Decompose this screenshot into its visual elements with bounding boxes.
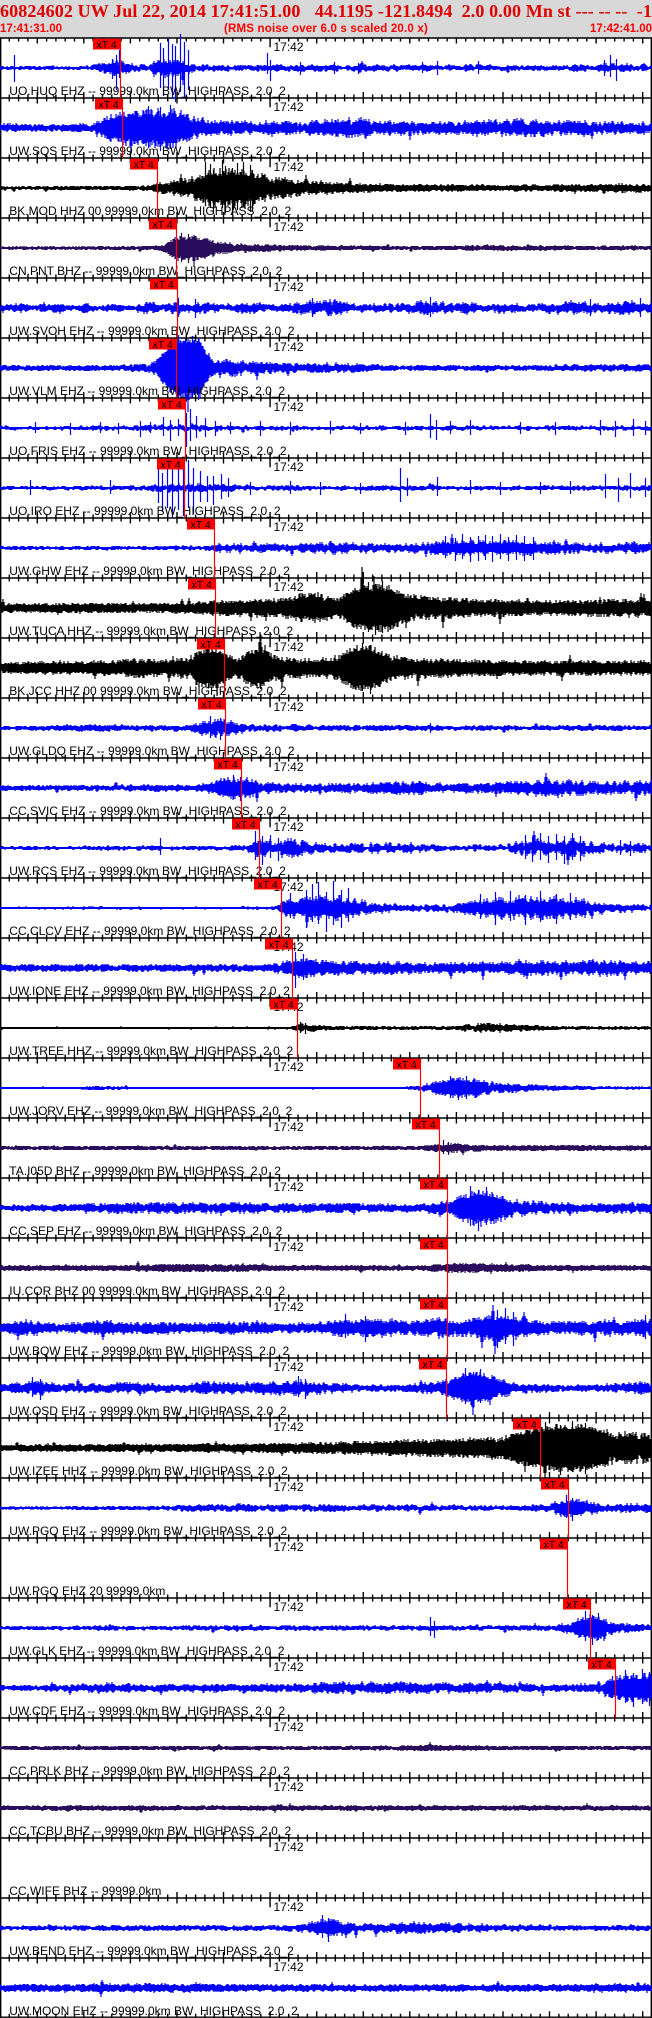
svg-text:UW.JORV EHZ -- 99999.0km BW_HI: UW.JORV EHZ -- 99999.0km BW_HIGHPASS_2.0… xyxy=(9,1104,292,1118)
svg-text:17:42: 17:42 xyxy=(274,1660,304,1674)
svg-text:17:42: 17:42 xyxy=(274,100,304,114)
svg-text:17:42: 17:42 xyxy=(274,400,304,414)
svg-text:17:42: 17:42 xyxy=(274,520,304,534)
svg-text:xT 4: xT 4 xyxy=(424,1299,444,1311)
svg-text:17:42: 17:42 xyxy=(274,1960,304,1974)
svg-text:UW.CDF EHZ -- 99999.0km BW_HIG: UW.CDF EHZ -- 99999.0km BW_HIGHPASS_2.0_… xyxy=(9,1704,285,1718)
svg-text:UW.IZEE HHZ -- 99999.0km BW_HI: UW.IZEE HHZ -- 99999.0km BW_HIGHPASS_2.0… xyxy=(9,1464,288,1478)
svg-text:17:42: 17:42 xyxy=(274,1480,304,1494)
svg-text:xT 4: xT 4 xyxy=(592,1659,612,1671)
svg-text:17:42: 17:42 xyxy=(274,1300,304,1314)
svg-text:TA.I05D BHZ -- 99999.0km BW_HI: TA.I05D BHZ -- 99999.0km BW_HIGHPASS_2.0… xyxy=(9,1164,281,1178)
svg-text:UW.TUCA HHZ -- 99999.0km BW_HI: UW.TUCA HHZ -- 99999.0km BW_HIGHPASS_2.0… xyxy=(9,624,293,638)
svg-text:17:42: 17:42 xyxy=(274,340,304,354)
svg-text:UW.PGQ EHZ 20 99999.0km: UW.PGQ EHZ 20 99999.0km xyxy=(9,1584,165,1598)
svg-text:xT 4: xT 4 xyxy=(153,339,173,351)
svg-text:UW.PGQ EHZ -- 99999.0km BW_HIG: UW.PGQ EHZ -- 99999.0km BW_HIGHPASS_2.0_… xyxy=(9,1524,287,1538)
svg-text:17:42: 17:42 xyxy=(274,580,304,594)
svg-text:xT 4: xT 4 xyxy=(202,699,222,711)
svg-text:17:42: 17:42 xyxy=(274,40,304,54)
svg-text:BK.JCC HHZ 00 99999.0km BW_HIG: BK.JCC HHZ 00 99999.0km BW_HIGHPASS_2.0_… xyxy=(9,684,287,698)
svg-text:UW.OSD EHZ -- 99999.0km BW_HIG: UW.OSD EHZ -- 99999.0km BW_HIGHPASS_2.0_… xyxy=(9,1404,287,1418)
svg-text:CC.SVIC EHZ -- 99999.0km BW_HI: CC.SVIC EHZ -- 99999.0km BW_HIGHPASS_2.0… xyxy=(9,804,287,818)
svg-text:xT 4: xT 4 xyxy=(192,579,212,591)
svg-text:UW.VLM EHZ -- 99999.0km BW_HIG: UW.VLM EHZ -- 99999.0km BW_HIGHPASS_2.0_… xyxy=(9,384,285,398)
svg-text:xT 4: xT 4 xyxy=(201,639,221,651)
svg-text:CC.CLCV EHZ -- 99999.0km BW_HI: CC.CLCV EHZ -- 99999.0km BW_HIGHPASS_2.0… xyxy=(9,924,291,938)
svg-text:UW.RCS EHZ -- 99999.0km BW_HIG: UW.RCS EHZ -- 99999.0km BW_HIGHPASS_2.0_… xyxy=(9,864,286,878)
svg-text:xT 4: xT 4 xyxy=(153,219,173,231)
svg-text:UO.FRIS EHZ -- 99999.0km BW_HI: UO.FRIS EHZ -- 99999.0km BW_HIGHPASS_2.0… xyxy=(9,444,287,458)
svg-text:xT 4: xT 4 xyxy=(236,819,256,831)
svg-text:17:42: 17:42 xyxy=(274,760,304,774)
svg-text:xT 4: xT 4 xyxy=(154,279,174,291)
svg-text:xT 4: xT 4 xyxy=(397,1059,417,1071)
svg-text:UW.GLK EHZ -- 99999.0km BW_HIG: UW.GLK EHZ -- 99999.0km BW_HIGHPASS_2.0_… xyxy=(9,1644,285,1658)
svg-text:CN.PNT BHZ -- 99999.0km BW_HIG: CN.PNT BHZ -- 99999.0km BW_HIGHPASS_2.0_… xyxy=(9,264,282,278)
svg-text:17:42: 17:42 xyxy=(274,1360,304,1374)
svg-text:CC.SEP EHZ -- 99999.0km BW_HIG: CC.SEP EHZ -- 99999.0km BW_HIGHPASS_2.0_… xyxy=(9,1224,282,1238)
svg-text:17:42: 17:42 xyxy=(274,1120,304,1134)
svg-text:17:42: 17:42 xyxy=(274,160,304,174)
svg-text:UW.GLDQ EHZ -- 99999.0km BW_HI: UW.GLDQ EHZ -- 99999.0km BW_HIGHPASS_2.0… xyxy=(9,744,295,758)
svg-text:17:42: 17:42 xyxy=(274,1540,304,1554)
svg-text:UW.SVOH EHZ -- 99999.0km BW_HI: UW.SVOH EHZ -- 99999.0km BW_HIGHPASS_2.0… xyxy=(9,324,295,338)
svg-text:xT 4: xT 4 xyxy=(423,1359,443,1371)
svg-text:UW.MOON EHZ -- 99999.0km BW_HI: UW.MOON EHZ -- 99999.0km BW_HIGHPASS_2.0… xyxy=(9,2004,298,2018)
svg-text:UW.BQW EHZ -- 99999.0km BW_HIG: UW.BQW EHZ -- 99999.0km BW_HIGHPASS_2.0_… xyxy=(9,1344,289,1358)
svg-text:xT 4: xT 4 xyxy=(97,39,117,51)
svg-text:xT 4: xT 4 xyxy=(274,999,294,1011)
svg-text:CC.TCBU BHZ -- 99999.0km BW_HI: CC.TCBU BHZ -- 99999.0km BW_HIGHPASS_2.0… xyxy=(9,1824,291,1838)
svg-text:UO.IRO EHZ -- 99999.0km BW_HIG: UO.IRO EHZ -- 99999.0km BW_HIGHPASS_2.0_… xyxy=(9,504,281,518)
svg-text:xT 4: xT 4 xyxy=(134,159,154,171)
svg-text:CC.WIFE BHZ -- 99999.0km: CC.WIFE BHZ -- 99999.0km xyxy=(9,1884,161,1898)
svg-text:17:42: 17:42 xyxy=(274,640,304,654)
svg-text:17:42: 17:42 xyxy=(274,1900,304,1914)
svg-text:17:42: 17:42 xyxy=(274,460,304,474)
svg-text:xT 4: xT 4 xyxy=(567,1599,587,1611)
svg-text:xT 4: xT 4 xyxy=(544,1539,564,1551)
svg-text:17:42: 17:42 xyxy=(274,1240,304,1254)
svg-text:BK.MOD HHZ 00 99999.0km BW_HIG: BK.MOD HHZ 00 99999.0km BW_HIGHPASS_2.0_… xyxy=(9,204,291,218)
svg-text:xT 4: xT 4 xyxy=(416,1119,436,1131)
svg-text:17:42: 17:42 xyxy=(274,1420,304,1434)
svg-text:CC.PRLK BHZ -- 99999.0km BW_HI: CC.PRLK BHZ -- 99999.0km BW_HIGHPASS_2.0… xyxy=(9,1764,290,1778)
svg-text:xT 4: xT 4 xyxy=(269,939,289,951)
svg-text:xT 4: xT 4 xyxy=(545,1479,565,1491)
svg-text:IU.COR BHZ 00 99999.0km BW_HIG: IU.COR BHZ 00 99999.0km BW_HIGHPASS_2.0_… xyxy=(9,1284,285,1298)
svg-text:UO.HUQ EHZ -- 99999.0km BW_HIG: UO.HUQ EHZ -- 99999.0km BW_HIGHPASS_2.0_… xyxy=(9,84,286,98)
svg-text:17:42: 17:42 xyxy=(274,280,304,294)
svg-text:xT 4: xT 4 xyxy=(424,1179,444,1191)
svg-text:17:42: 17:42 xyxy=(274,1180,304,1194)
svg-text:17:42: 17:42 xyxy=(274,1780,304,1794)
svg-text:xT 4: xT 4 xyxy=(162,399,182,411)
svg-text:xT 4: xT 4 xyxy=(161,459,181,471)
svg-text:UW.SQS EHZ -- 99999.0km BW_HIG: UW.SQS EHZ -- 99999.0km BW_HIGHPASS_2.0_… xyxy=(9,144,286,158)
svg-text:17:42: 17:42 xyxy=(274,820,304,834)
svg-text:xT 4: xT 4 xyxy=(258,879,278,891)
svg-text:UW.IONE EHZ -- 99999.0km BW_HI: UW.IONE EHZ -- 99999.0km BW_HIGHPASS_2.0… xyxy=(9,984,290,998)
svg-text:17:42: 17:42 xyxy=(274,1720,304,1734)
svg-text:17:42: 17:42 xyxy=(274,700,304,714)
svg-text:17:42: 17:42 xyxy=(274,1840,304,1854)
svg-text:17:42: 17:42 xyxy=(274,1060,304,1074)
svg-text:xT 4: xT 4 xyxy=(99,99,119,111)
svg-text:UW.TREE HHZ -- 99999.0km BW_HI: UW.TREE HHZ -- 99999.0km BW_HIGHPASS_2.0… xyxy=(9,1044,293,1058)
svg-text:UW.GHW EHZ -- 99999.0km BW_HIG: UW.GHW EHZ -- 99999.0km BW_HIGHPASS_2.0_… xyxy=(9,564,290,578)
svg-text:xT 4: xT 4 xyxy=(191,519,211,531)
svg-text:17:42: 17:42 xyxy=(274,220,304,234)
svg-text:UW.BEND EHZ -- 99999.0km BW_HI: UW.BEND EHZ -- 99999.0km BW_HIGHPASS_2.0… xyxy=(9,1944,294,1958)
svg-text:17:42: 17:42 xyxy=(274,1600,304,1614)
svg-text:xT 4: xT 4 xyxy=(517,1419,537,1431)
svg-text:xT 4: xT 4 xyxy=(218,759,238,771)
svg-text:xT 4: xT 4 xyxy=(424,1239,444,1251)
